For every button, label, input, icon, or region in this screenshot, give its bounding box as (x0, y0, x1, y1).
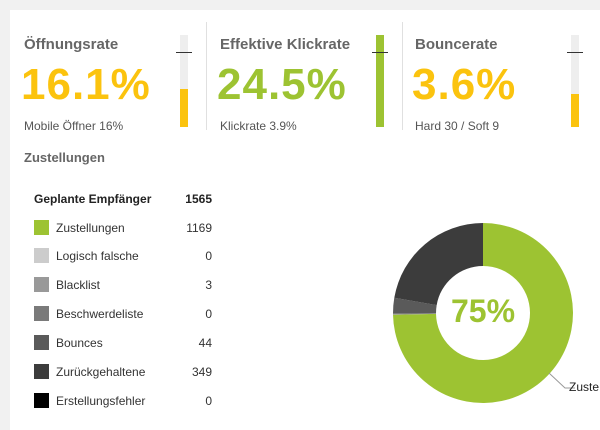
legend-row-logisch-falsche[interactable]: Logisch falsche 0 (34, 246, 212, 266)
donut-slice-zustellungen[interactable] (393, 223, 573, 403)
legend-row-erstellungsfehler[interactable]: Erstellungsfehler 0 (34, 391, 212, 411)
kpi-level-mark (176, 52, 192, 53)
donut-center-label: 75% (451, 293, 515, 329)
legend-value: 44 (198, 336, 212, 350)
legend-row-zustellungen[interactable]: Zustellungen 1169 (34, 218, 212, 238)
legend-header-value: 1565 (185, 192, 212, 206)
kpi-value: 16.1% (21, 60, 151, 109)
legend-label: Zustellungen (56, 221, 125, 235)
kpi-click-rate: Effektive Klickrate 24.5% Klickrate 3.9% (217, 22, 410, 133)
legend-swatch (34, 364, 49, 379)
kpi-title: Effektive Klickrate (220, 36, 351, 53)
legend-row-zurueckgehaltene[interactable]: Zurückgehaltene 349 (34, 362, 212, 382)
kpi-level-bar (176, 35, 192, 127)
kpi-value: 3.6% (412, 60, 517, 109)
legend-label: Erstellungsfehler (56, 394, 146, 408)
kpi-level-fill (376, 35, 384, 127)
kpi-level-bar (567, 35, 583, 127)
kpi-subtext: Hard 30 / Soft 9 (415, 119, 500, 133)
legend-header-label: Geplante Empfänger (34, 192, 152, 206)
donut-callout-label: Zuste (569, 380, 600, 394)
callout-line (548, 372, 575, 389)
kpi-title: Bouncerate (415, 36, 498, 53)
section-title: Zustellungen (24, 150, 105, 165)
legend-row-beschwerdeliste[interactable]: Beschwerdeliste 0 (34, 304, 212, 324)
kpi-level-mark (372, 52, 388, 53)
kpi-level-fill (571, 93, 579, 127)
legend-value: 0 (205, 249, 212, 263)
kpi-open-rate: Öffnungsrate 16.1% Mobile Öffner 16% (21, 22, 214, 133)
kpi-level-fill (180, 89, 188, 127)
legend-value: 1169 (186, 221, 212, 235)
kpi-divider (206, 22, 207, 130)
legend-label: Logisch falsche (56, 249, 139, 263)
kpi-subtext: Mobile Öffner 16% (24, 119, 124, 133)
kpi-level-bar (372, 35, 388, 127)
legend-swatch (34, 248, 49, 263)
kpi-title: Öffnungsrate (24, 36, 119, 53)
donut-slice-blacklist[interactable] (393, 313, 437, 315)
legend-label: Beschwerdeliste (56, 307, 144, 321)
legend-value: 349 (191, 365, 212, 379)
donut-slice-zurückgehaltene[interactable] (394, 223, 483, 306)
legend-row-blacklist[interactable]: Blacklist 3 (34, 275, 212, 295)
legend-swatch (34, 335, 49, 350)
donut-slice-bounces[interactable] (393, 297, 437, 314)
kpi-level-mark (567, 52, 583, 53)
legend-value: 3 (205, 278, 212, 292)
legend-swatch (34, 393, 49, 408)
kpi-bounce-rate: Bouncerate 3.6% Hard 30 / Soft 9 (412, 22, 595, 133)
legend-swatch (34, 220, 49, 235)
legend-label: Zurückgehaltene (56, 365, 146, 379)
kpi-divider (402, 22, 403, 130)
kpi-subtext: Klickrate 3.9% (220, 119, 297, 133)
kpi-value: 24.5% (217, 60, 347, 109)
legend-swatch (34, 306, 49, 321)
legend-value: 0 (205, 394, 212, 408)
legend-value: 0 (205, 307, 212, 321)
legend-swatch (34, 277, 49, 292)
legend-header: Geplante Empfänger 1565 (34, 192, 212, 206)
legend-row-bounces[interactable]: Bounces 44 (34, 333, 212, 353)
legend-label: Blacklist (56, 278, 101, 292)
dashboard-panel: Öffnungsrate 16.1% Mobile Öffner 16% Eff… (10, 10, 600, 430)
legend-label: Bounces (56, 336, 103, 350)
